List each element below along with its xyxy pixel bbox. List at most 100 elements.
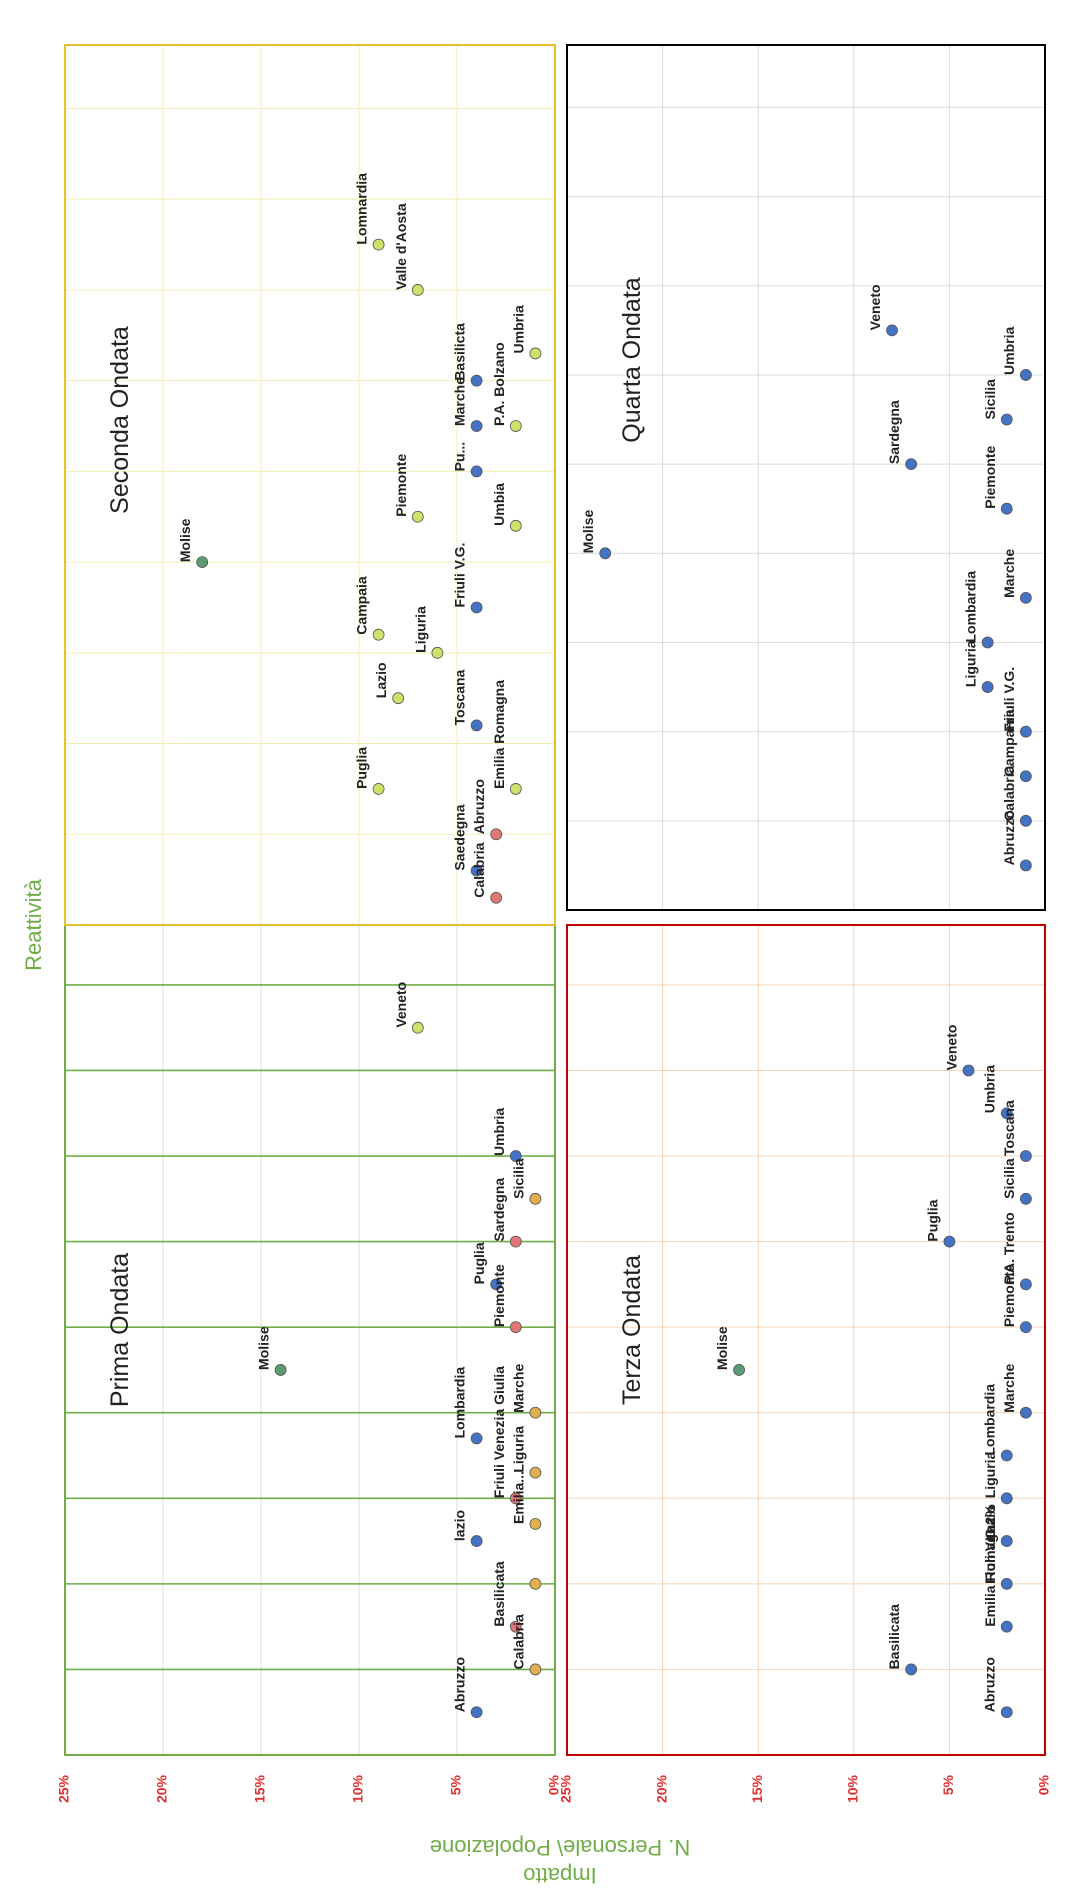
data-label-calabria: Calabria: [471, 842, 487, 897]
data-point-marche: [470, 420, 483, 432]
data-label-marche: Marche: [452, 377, 468, 426]
data-label-emilia-romagna: Emilia Romagna: [491, 680, 507, 789]
data-label-abruzzo: Abruzzo: [1001, 810, 1017, 865]
data-point-umbria: [1000, 1107, 1013, 1120]
data-label-saedegna: Saedegna: [452, 804, 468, 870]
data-point-basilicata: [905, 1663, 918, 1676]
data-label-sicilia: Sicilia: [1001, 1158, 1017, 1199]
y-axis-title: N. Personale\ Popolazione: [430, 1835, 691, 1860]
data-label-liguria: Liguria: [982, 1451, 998, 1498]
data-point-emilia: [529, 1518, 542, 1530]
data-point-abruzzo: [1019, 859, 1032, 872]
data-label-toscana: Toscana: [452, 669, 468, 725]
data-point-saedegna: [470, 864, 483, 877]
data-point-lombardia: [1000, 1449, 1013, 1462]
y-tick-label: 15%: [252, 1774, 268, 1803]
data-label-veneto: Veneto: [944, 1025, 960, 1071]
data-label-puglia: Puglia: [471, 1242, 487, 1284]
data-label-lazio: lazio: [452, 1510, 468, 1541]
data-point-lazio: [392, 692, 405, 705]
data-label-calabria: Calabria: [510, 1614, 526, 1669]
panel-frame: [64, 924, 556, 1756]
data-point-calabria: [490, 891, 503, 904]
data-label-sardegna: Sardegna: [491, 1178, 507, 1242]
data-point-unlabeled: [529, 1577, 542, 1590]
data-label-liguria: Liguria: [412, 606, 428, 653]
data-label-umbria: Umbria: [510, 305, 526, 353]
data-label-p-a-bolzano: P.A. Bolzano: [491, 342, 507, 426]
data-point-molise: [274, 1364, 287, 1376]
data-point-lazio: [1000, 1535, 1013, 1547]
data-label-basilicata: Basilicata: [491, 1561, 507, 1627]
data-label-marche: Marche: [1001, 1363, 1017, 1412]
data-label-emilia-romagna: Emilia Romagna: [982, 1518, 998, 1627]
data-label-emilia: Emilia...: [510, 1471, 526, 1524]
data-point-piemonte: [1000, 502, 1013, 515]
data-point-piemonte: [509, 1321, 522, 1334]
data-label-lombardia: Lombardia: [982, 1384, 998, 1456]
data-point-friuli-venezia-giulia: [509, 1492, 522, 1505]
data-label-piemonte: Piemonte: [982, 445, 998, 508]
data-label-marche: Marche: [510, 1363, 526, 1412]
data-point-piemonte: [1019, 1321, 1032, 1334]
data-label-umbria: Umbria: [491, 1108, 507, 1156]
data-point-piemonte: [411, 510, 424, 523]
data-label-calabria: Calabria: [1001, 765, 1017, 820]
y-tick-label: 0%: [1036, 1774, 1052, 1795]
y-tick-label: 15%: [749, 1774, 765, 1803]
data-label-basilicata: Basilicata: [886, 1604, 902, 1670]
panel-title: Prima Ondata: [106, 1253, 134, 1407]
data-label-molise: Molise: [580, 510, 596, 554]
data-point-sicilia: [1019, 1192, 1032, 1205]
data-label-umbia: Umbia: [491, 483, 507, 526]
data-label-sicilia: Sicilia: [510, 1158, 526, 1199]
data-label-abruzzo: Abruzzo: [452, 1657, 468, 1712]
data-label-sardegna: Sardegna: [886, 400, 902, 464]
figure-title: Reattività: [21, 878, 46, 970]
data-label-piemonte: Piemonte: [491, 1264, 507, 1327]
data-label-campania: Campania: [1001, 709, 1017, 776]
data-point-liguria: [1000, 1492, 1013, 1505]
data-point-sardegna: [905, 458, 918, 471]
y-tick-label: 25%: [558, 1774, 574, 1803]
data-label-liguria: Liguria: [963, 640, 979, 687]
data-label-lomnardia: Lomnardia: [354, 173, 370, 245]
panel-frame: [566, 44, 1046, 911]
data-point-lombardia: [470, 1432, 483, 1445]
data-point-valle-d-aosta: [411, 284, 424, 296]
data-point-lazio: [470, 1535, 483, 1547]
panel-frame: [566, 924, 1046, 1756]
data-point-molise: [733, 1364, 745, 1376]
y-tick-label: 25%: [56, 1774, 72, 1803]
data-label-lazio: Lazio: [373, 662, 389, 698]
data-point-sardegna: [509, 1235, 522, 1248]
panel-title: Seconda Ondata: [106, 326, 134, 514]
data-point-molise: [196, 556, 209, 569]
data-label-friuli-v-g: Friuli V.G.: [452, 543, 468, 608]
data-point-emilia-romagna: [1000, 1620, 1013, 1633]
data-label-abruzzo: Abruzzo: [982, 1657, 998, 1712]
data-label-basilicta: Basilicta: [452, 323, 468, 381]
data-point-sicilia: [1000, 413, 1013, 426]
data-point-campaia: [372, 628, 385, 641]
data-point-basilicta: [470, 374, 483, 387]
data-point-liguria: [529, 1466, 542, 1479]
data-label-piemonte: Piemonte: [393, 454, 409, 517]
data-point-molise: [599, 547, 612, 560]
data-point-sicilia: [529, 1192, 542, 1205]
data-label-sicilia: Sicilia: [982, 379, 998, 420]
data-point-abruzzo: [1000, 1706, 1013, 1719]
data-label-marche: Marche: [1001, 549, 1017, 598]
data-label-campaia: Campaia: [354, 576, 370, 635]
data-point-p-a-trento: [1019, 1278, 1032, 1291]
data-label-umbria: Umbria: [982, 1065, 998, 1113]
data-point-liguria: [981, 681, 994, 693]
y-tick-label: 0%: [546, 1774, 562, 1795]
data-point-fiuli-v-g-2: [1000, 1577, 1013, 1590]
data-point-campania: [1019, 770, 1032, 783]
data-point-umbia: [509, 519, 522, 532]
data-label-lombardia: Lombardia: [452, 1367, 468, 1439]
data-point-lomnardia: [372, 238, 385, 251]
